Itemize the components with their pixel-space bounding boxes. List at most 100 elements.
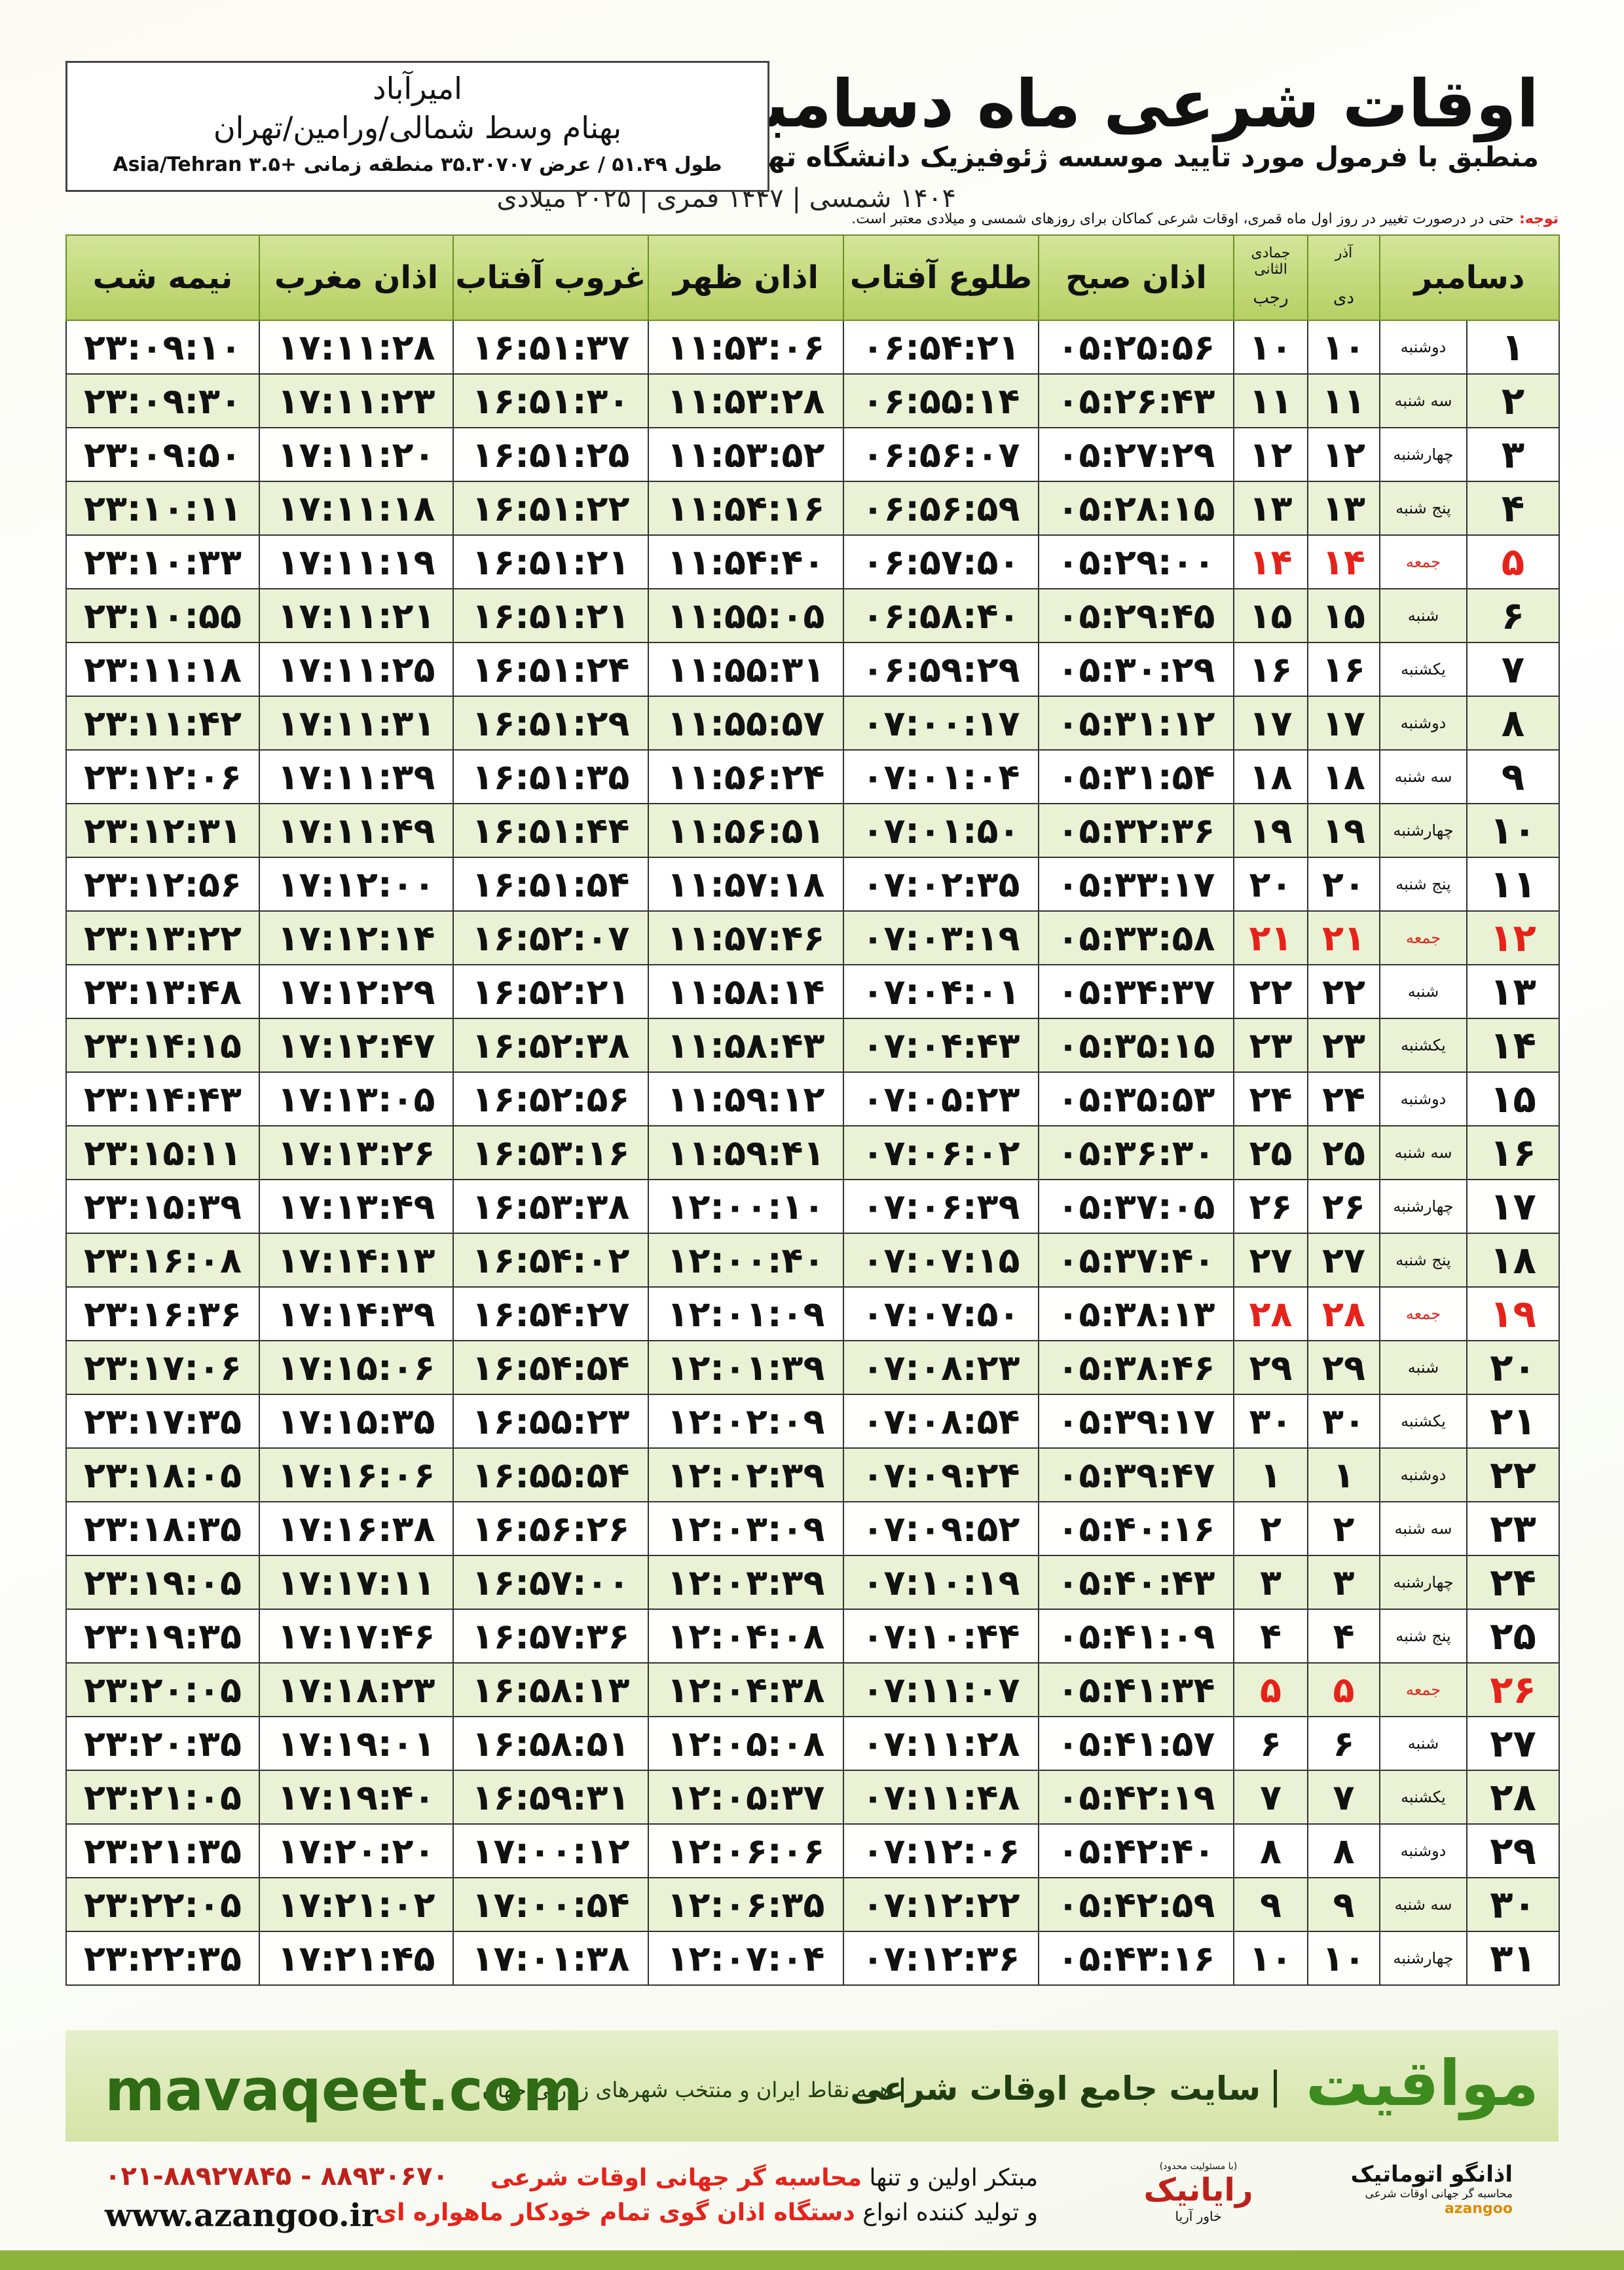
dhuhr: ۱۲:۰۷:۰۴ xyxy=(648,1931,844,1986)
sunset: ۱۷:۰۱:۳۸ xyxy=(452,1931,649,1986)
maghrib: ۱۷:۱۴:۱۳ xyxy=(259,1233,454,1288)
time-header: نیمه شب xyxy=(65,234,260,321)
maghrib: ۱۷:۱۱:۳۱ xyxy=(259,696,454,751)
weekday: پنج شنبه xyxy=(1379,1609,1467,1664)
day-number: ۱۷ xyxy=(1466,1179,1560,1234)
solar-day: ۱۰ xyxy=(1307,320,1380,375)
fajr: ۰۵:۲۶:۴۳ xyxy=(1038,373,1234,428)
solar-day: ۱۹ xyxy=(1307,803,1380,858)
weekday: سه شنبه xyxy=(1379,749,1467,804)
weekday: جمعه xyxy=(1379,534,1467,589)
weekday: چهارشنبه xyxy=(1379,427,1467,482)
location-coords: طول ۵۱.۴۹ / عرض ۳۵.۳۰۷۰۷ منطقه زمانی +۳.… xyxy=(113,153,722,176)
dhuhr: ۱۱:۵۵:۵۷ xyxy=(648,696,844,751)
day-number: ۱۲ xyxy=(1466,910,1560,965)
midnight: ۲۳:۱۴:۴۳ xyxy=(65,1071,260,1126)
website: www.azangoo.ir xyxy=(105,2197,378,2234)
table-row: ۹ سه شنبه ۱۸ ۱۸ ۰۵:۳۱:۵۴ ۰۷:۰۱:۰۴ ۱۱:۵۶:۲۴ ۱۶:۵… xyxy=(65,749,1560,804)
solar-day: ۸ xyxy=(1307,1823,1380,1878)
table-row: ۶ شنبه ۱۵ ۱۵ ۰۵:۲۹:۴۵ ۰۶:۵۸:۴۰ ۱۱:۵۵:۰۵ ۱۶:۵۱:۲… xyxy=(65,588,1560,643)
solar-header-bottom: دی xyxy=(1333,288,1354,308)
table-row: ۴ پنج شنبه ۱۳ ۱۳ ۰۵:۲۸:۱۵ ۰۶:۵۶:۵۹ ۱۱:۵۴:۱۶ ۱۶:… xyxy=(65,481,1560,536)
fajr: ۰۵:۲۵:۵۶ xyxy=(1038,320,1234,375)
fajr: ۰۵:۳۹:۱۷ xyxy=(1038,1394,1234,1449)
fajr: ۰۵:۲۷:۲۹ xyxy=(1038,427,1234,482)
fajr: ۰۵:۳۱:۱۲ xyxy=(1038,696,1234,751)
sunset: ۱۶:۵۴:۲۷ xyxy=(452,1286,649,1341)
fajr: ۰۵:۳۹:۴۷ xyxy=(1038,1447,1234,1502)
maghrib: ۱۷:۱۷:۴۶ xyxy=(259,1609,454,1664)
day-number: ۱۱ xyxy=(1466,857,1560,912)
lunar-day: ۲۷ xyxy=(1233,1233,1308,1288)
table-row: ۲۴ چهارشنبه ۳ ۳ ۰۵:۴۰:۴۳ ۰۷:۱۰:۱۹ ۱۲:۰۳:۳۹ ۱۶:۵… xyxy=(65,1555,1560,1610)
midnight: ۲۳:۱۷:۳۵ xyxy=(65,1394,260,1449)
solar-day: ۵ xyxy=(1307,1662,1380,1717)
lunar-day: ۱۴ xyxy=(1233,534,1308,589)
sunset: ۱۶:۵۶:۲۶ xyxy=(452,1501,649,1556)
solar-day: ۲۶ xyxy=(1307,1179,1380,1234)
solar-day: ۲۱ xyxy=(1307,910,1380,965)
midnight: ۲۳:۱۲:۰۶ xyxy=(65,749,260,804)
dhuhr: ۱۲:۰۱:۳۹ xyxy=(648,1340,844,1395)
lunar-day: ۷ xyxy=(1233,1770,1308,1825)
banner-url: mavaqeet.com xyxy=(105,2056,583,2124)
fajr: ۰۵:۴۱:۰۹ xyxy=(1038,1609,1234,1664)
weekday: جمعه xyxy=(1379,1286,1467,1341)
lunar-day: ۱۰ xyxy=(1233,1931,1308,1986)
table-row: ۲۲ دوشنبه ۱ ۱ ۰۵:۳۹:۴۷ ۰۷:۰۹:۲۴ ۱۲:۰۲:۳۹ ۱۶:۵۵:… xyxy=(65,1447,1560,1502)
day-number: ۶ xyxy=(1466,588,1560,643)
day-number: ۲۷ xyxy=(1466,1716,1560,1771)
maghrib: ۱۷:۱۳:۰۵ xyxy=(259,1071,454,1126)
dhuhr: ۱۱:۵۴:۴۰ xyxy=(648,534,844,589)
table-row: ۲۰ شنبه ۲۹ ۲۹ ۰۵:۳۸:۴۶ ۰۷:۰۸:۲۳ ۱۲:۰۱:۳۹ ۱۶:۵۴:… xyxy=(65,1340,1560,1395)
solar-day: ۴ xyxy=(1307,1609,1380,1664)
times-table: دسامبر آذر دی جمادی الثانی رجب اذان صبح طل… xyxy=(65,234,1560,1986)
time-header: طلوع آفتاب xyxy=(843,234,1039,321)
table-row: ۳۰ سه شنبه ۹ ۹ ۰۵:۴۲:۵۹ ۰۷:۱۲:۲۲ ۱۲:۰۶:۳۵ ۱۷:۰۰… xyxy=(65,1877,1560,1932)
dhuhr: ۱۱:۵۷:۴۶ xyxy=(648,910,844,965)
fajr: ۰۵:۳۶:۳۰ xyxy=(1038,1125,1234,1180)
sunset: ۱۶:۵۳:۱۶ xyxy=(452,1125,649,1180)
maghrib: ۱۷:۱۴:۳۹ xyxy=(259,1286,454,1341)
lunar-header: جمادی الثانی رجب xyxy=(1233,234,1308,321)
day-number: ۲ xyxy=(1466,373,1560,428)
lunar-day: ۱۶ xyxy=(1233,642,1308,697)
weekday: چهارشنبه xyxy=(1379,1931,1467,1986)
sunset: ۱۶:۵۸:۵۱ xyxy=(452,1716,649,1771)
table-row: ۱۷ چهارشنبه ۲۶ ۲۶ ۰۵:۳۷:۰۵ ۰۷:۰۶:۳۹ ۱۲:۰۰:۱۰ ۱۶… xyxy=(65,1179,1560,1234)
day-number: ۸ xyxy=(1466,696,1560,751)
lunar-day: ۶ xyxy=(1233,1716,1308,1771)
lunar-day: ۵ xyxy=(1233,1662,1308,1717)
maghrib: ۱۷:۱۲:۰۰ xyxy=(259,857,454,912)
midnight: ۲۳:۲۰:۳۵ xyxy=(65,1716,260,1771)
sunrise: ۰۷:۱۲:۰۶ xyxy=(843,1823,1039,1878)
day-number: ۲۶ xyxy=(1466,1662,1560,1717)
midnight: ۲۳:۱۷:۰۶ xyxy=(65,1340,260,1395)
table-row: ۳ چهارشنبه ۱۲ ۱۲ ۰۵:۲۷:۲۹ ۰۶:۵۶:۰۷ ۱۱:۵۳:۵۲ ۱۶:… xyxy=(65,427,1560,482)
sunrise: ۰۷:۱۱:۴۸ xyxy=(843,1770,1039,1825)
sunset: ۱۶:۵۱:۳۷ xyxy=(452,320,649,375)
table-row: ۲۷ شنبه ۶ ۶ ۰۵:۴۱:۵۷ ۰۷:۱۱:۲۸ ۱۲:۰۵:۰۸ ۱۶:۵۸:۵۱… xyxy=(65,1716,1560,1771)
month-header: دسامبر xyxy=(1379,234,1560,321)
solar-day: ۱۸ xyxy=(1307,749,1380,804)
table-row: ۱۵ دوشنبه ۲۴ ۲۴ ۰۵:۳۵:۵۳ ۰۷:۰۵:۲۳ ۱۱:۵۹:۱۲ ۱۶:۵… xyxy=(65,1071,1560,1126)
sunset: ۱۶:۵۴:۰۲ xyxy=(452,1233,649,1288)
banner-coverage: همه نقاط ایران و منتخب شهرهای زیارتی جها… xyxy=(482,2077,904,2102)
solar-day: ۱۰ xyxy=(1307,1931,1380,1986)
lunar-day: ۲۴ xyxy=(1233,1071,1308,1126)
maghrib: ۱۷:۱۱:۲۱ xyxy=(259,588,454,643)
dhuhr: ۱۱:۵۶:۲۴ xyxy=(648,749,844,804)
day-number: ۲۳ xyxy=(1466,1501,1560,1556)
location-address: بهنام وسط شمالی/ورامین/تهران xyxy=(213,110,622,145)
weekday: شنبه xyxy=(1379,1340,1467,1395)
sunset: ۱۶:۵۱:۲۱ xyxy=(452,588,649,643)
sunset: ۱۶:۵۷:۰۰ xyxy=(452,1555,649,1610)
table-row: ۱۹ جمعه ۲۸ ۲۸ ۰۵:۳۸:۱۳ ۰۷:۰۷:۵۰ ۱۲:۰۱:۰۹ ۱۶:۵۴:… xyxy=(65,1286,1560,1341)
fajr: ۰۵:۴۱:۳۴ xyxy=(1038,1662,1234,1717)
lunar-day: ۱۲ xyxy=(1233,427,1308,482)
day-number: ۲۴ xyxy=(1466,1555,1560,1610)
lunar-day: ۱۸ xyxy=(1233,749,1308,804)
sunrise: ۰۷:۰۱:۵۰ xyxy=(843,803,1039,858)
day-number: ۱۶ xyxy=(1466,1125,1560,1180)
table-body: ۱ دوشنبه ۱۰ ۱۰ ۰۵:۲۵:۵۶ ۰۶:۵۴:۲۱ ۱۱:۵۳:۰۶ ۱۶:۵۱… xyxy=(65,320,1560,1986)
